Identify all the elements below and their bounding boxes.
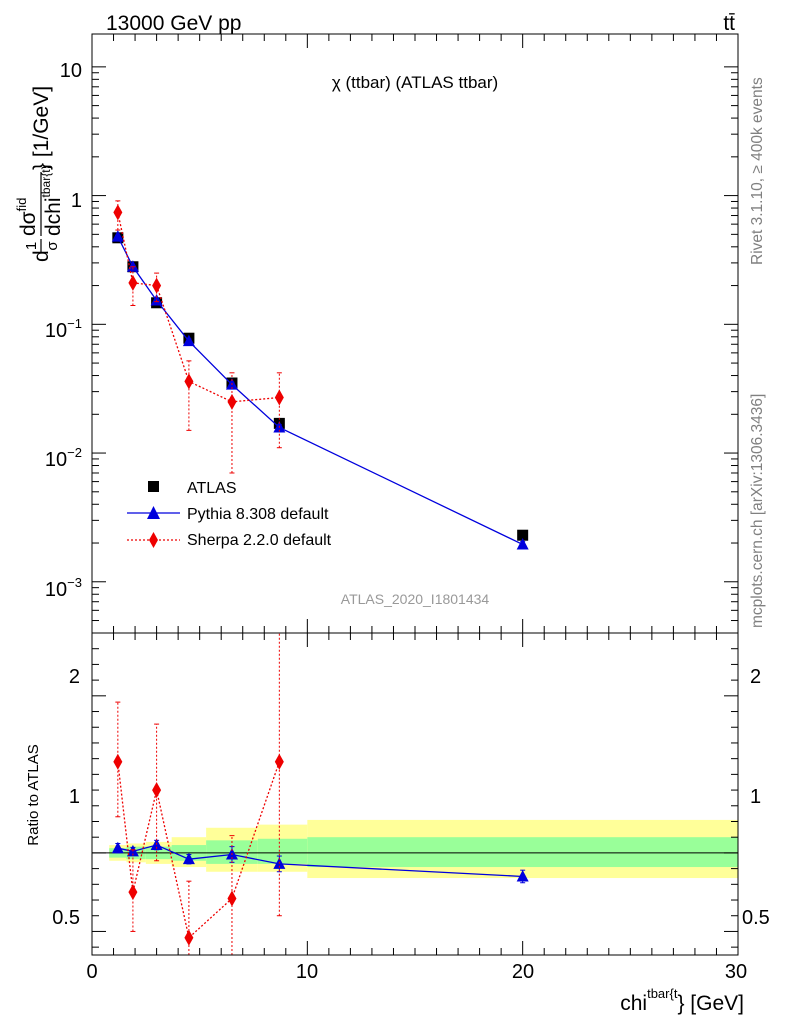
ratio-y-tick-labels: 2 1 0.5 2 1 0.5 bbox=[52, 666, 770, 929]
ratio-pythia-point bbox=[111, 841, 124, 854]
main-y-tick-label-1e-3: 10−3 bbox=[45, 575, 82, 601]
main-sherpa-line bbox=[117, 212, 280, 403]
ratio-sherpa-point bbox=[274, 753, 284, 770]
ratio-band-inner bbox=[307, 837, 738, 868]
ylabel-frac1-den: σ bbox=[44, 241, 61, 251]
main-pythia-point bbox=[516, 537, 529, 550]
ratio-y-tick-label-right-1: 1 bbox=[750, 786, 761, 808]
x-tick-label-10: 10 bbox=[296, 961, 318, 983]
main-y-tick-label-1e-2: 10−2 bbox=[45, 445, 82, 471]
ratio-band-inner bbox=[257, 838, 308, 864]
ratio-pythia-point bbox=[182, 852, 195, 865]
legend-marker-pythia bbox=[147, 506, 160, 519]
ratio-sherpa-line bbox=[117, 761, 280, 939]
rivet-label: Rivet 3.1.10, ≥ 400k events bbox=[749, 77, 766, 265]
ratio-sherpa-point bbox=[184, 929, 194, 946]
ylabel-frac2-num: dσfid bbox=[14, 198, 40, 236]
energy-label: 13000 GeV pp bbox=[106, 12, 241, 35]
ratio-uncertainty-bands bbox=[92, 819, 738, 879]
x-tick-labels: 0 10 20 30 bbox=[86, 961, 747, 983]
main-y-tick-label-10: 10 bbox=[60, 60, 82, 82]
ratio-sherpa-point bbox=[227, 890, 237, 907]
watermark: ATLAS_2020_I1801434 bbox=[341, 591, 490, 607]
main-atlas-point bbox=[517, 529, 529, 541]
legend-entry-pythia: Pythia 8.308 default bbox=[187, 506, 329, 523]
ratio-data-marks bbox=[111, 632, 529, 956]
main-sherpa-point bbox=[184, 373, 194, 390]
main-sherpa-point bbox=[274, 389, 284, 406]
legend: ATLAS Pythia 8.308 default Sherpa 2.2.0 … bbox=[127, 480, 332, 549]
main-sherpa-point bbox=[152, 277, 162, 294]
ylabel-frac1-num: 1 bbox=[23, 242, 40, 250]
legend-entry-sherpa: Sherpa 2.2.0 default bbox=[187, 532, 332, 549]
ratio-sherpa-point bbox=[128, 884, 138, 901]
legend-entry-atlas: ATLAS bbox=[187, 480, 237, 497]
main-pythia-point bbox=[111, 230, 124, 242]
main-panel: χ (ttbar) (ATLAS ttbar) ATLAS_2020_I1801… bbox=[14, 33, 739, 634]
ratio-panel: 2 1 0.5 2 1 0.5 Ratio to ATLAS 0 10 20 3… bbox=[25, 632, 770, 1015]
main-y-axis-label: d 1 σ dσfid dchitbar{t} } [1/GeV] bbox=[14, 86, 65, 262]
main-data-marks bbox=[111, 200, 529, 550]
main-pythia-point bbox=[182, 334, 195, 347]
x-axis-label: chitbar{t} [GeV] bbox=[620, 986, 744, 1015]
main-sherpa-point bbox=[128, 274, 138, 291]
ylabel-prefix: d bbox=[30, 250, 53, 262]
ylabel-unit: } [1/GeV] bbox=[30, 86, 53, 170]
ylabel-frac2-den: dchitbar{t} bbox=[39, 165, 65, 236]
ratio-plot-frame bbox=[91, 632, 739, 956]
process-label: tt̄ bbox=[723, 12, 735, 35]
ratio-pythia-point bbox=[516, 869, 529, 882]
main-sherpa-point bbox=[113, 204, 123, 221]
x-tick-label-0: 0 bbox=[86, 961, 97, 983]
main-sherpa-point bbox=[227, 393, 237, 410]
mcplots-label: mcplots.cern.ch [arXiv:1306.3436] bbox=[749, 394, 766, 628]
ratio-y-tick-label-1: 1 bbox=[69, 786, 80, 808]
ratio-y-tick-label-right-0.5: 0.5 bbox=[742, 907, 770, 929]
x-tick-label-30: 30 bbox=[725, 961, 747, 983]
main-plot-title: χ (ttbar) (ATLAS ttbar) bbox=[332, 73, 498, 92]
legend-marker-sherpa bbox=[149, 532, 158, 548]
main-y-tick-label-1: 1 bbox=[71, 190, 82, 212]
ratio-sherpa-point bbox=[113, 753, 123, 770]
main-axis-ticks bbox=[91, 34, 739, 634]
ratio-y-axis-label: Ratio to ATLAS bbox=[25, 744, 42, 845]
ratio-y-tick-label-2: 2 bbox=[69, 666, 80, 688]
main-pythia-line bbox=[117, 236, 523, 546]
x-tick-label-20: 20 bbox=[512, 961, 534, 983]
main-y-tick-label-1e-1: 10−1 bbox=[45, 316, 82, 342]
main-y-tick-labels: 10 1 10−1 10−2 10−3 bbox=[45, 60, 82, 601]
legend-marker-atlas bbox=[148, 481, 159, 492]
ratio-y-tick-label-right-2: 2 bbox=[750, 666, 761, 688]
ratio-y-tick-label-0.5: 0.5 bbox=[52, 907, 80, 929]
ratio-sherpa-point bbox=[152, 782, 162, 799]
